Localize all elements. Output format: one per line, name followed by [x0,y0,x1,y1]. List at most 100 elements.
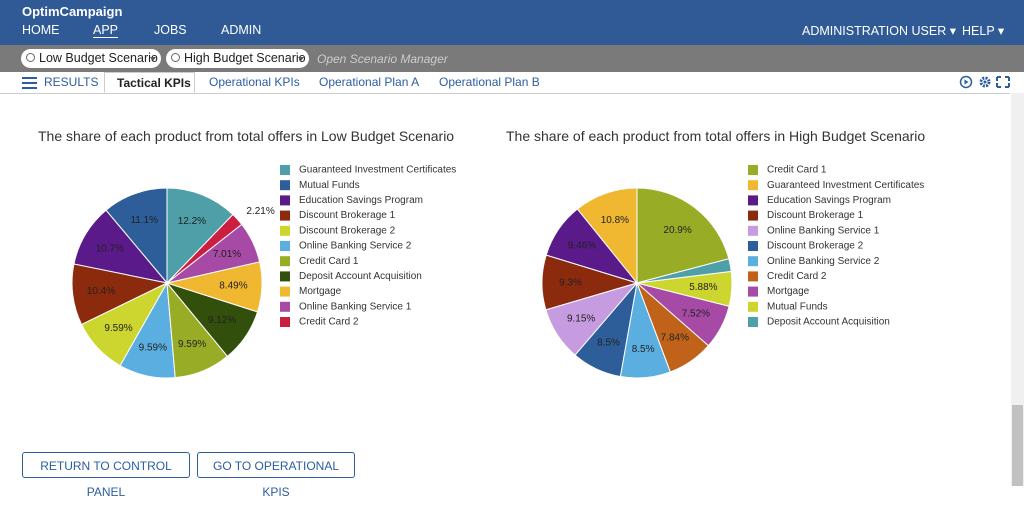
tab-icons[interactable] [959,75,1011,90]
pie-slice [105,187,168,285]
nav-jobs[interactable]: JOBS [154,23,187,37]
pie-slice [636,258,732,284]
legend-label: Mutual Funds [299,180,360,191]
top-bar: OptimCampaign HOME APP JOBS ADMIN ADMINI… [0,0,1024,45]
legend-swatch [280,286,290,297]
legend-swatch [280,241,290,251]
legend-swatch [280,225,290,236]
scenario-select[interactable]: Low Budget Scenario [21,49,161,68]
scenario-label: Low Budget Scenario [39,51,158,65]
app-name: OptimCampaign [22,4,123,19]
legend-swatch [748,225,758,236]
slice-label: 2.21% [246,206,274,217]
legend-label: Education Savings Program [299,195,423,206]
nav-admin[interactable]: ADMIN [221,23,262,37]
slice-label: 9.59% [139,343,167,354]
legend-label: Online Banking Service 1 [767,225,880,236]
legend-label: Mortgage [767,286,810,297]
slice-label: 8.5% [632,344,655,355]
user-menu-label: ADMINISTRATION USER [802,24,947,38]
tab[interactable]: Operational KPIs [209,75,300,89]
legend-swatch [280,180,290,191]
legend-swatch [280,210,290,221]
legend-swatch [748,256,758,267]
user-menu[interactable]: ADMINISTRATION USER ▾ [802,24,956,38]
menu-icon[interactable] [22,77,37,89]
button[interactable]: RETURN TO CONTROL PANEL [22,452,190,499]
legend-swatch [748,210,758,221]
chart-title: The share of each product from total off… [38,128,454,144]
slice-label: 7.84% [661,332,689,343]
slice-label: 12.2% [178,216,206,227]
legend-swatch [280,165,290,175]
legend-swatch [748,195,758,206]
legend-label: Credit Card 2 [767,271,827,282]
legend-label: Deposit Account Acquisition [767,317,890,328]
charts: The share of each product from total off… [38,128,925,379]
pie-slice [166,187,234,285]
help-menu[interactable]: HELP ▾ [962,24,1005,38]
slice-label: 9.12% [208,315,236,326]
slice-label: 9.59% [178,339,206,350]
slice-label: 11.1% [130,215,158,226]
slice-label: 10.8% [601,215,629,226]
legend-label: Online Banking Service 2 [767,256,880,267]
tab[interactable]: Operational Plan A [319,75,420,89]
legend-label: Credit Card 1 [767,165,827,176]
active-tab[interactable]: Tactical KPIs [104,72,195,93]
nav-app[interactable]: APP [93,23,119,38]
legend-label: Discount Brokerage 1 [767,210,864,221]
legend-swatch [280,271,290,282]
slice-label: 9.59% [104,323,132,334]
legend-swatch [748,317,758,327]
legend-label: Credit Card 2 [299,317,359,328]
legend-label: Credit Card 1 [299,256,359,267]
legend-label: Guaranteed Investment Certificates [767,180,924,191]
legend-label: Discount Brokerage 1 [299,210,396,221]
legend-swatch [748,180,758,191]
legend-swatch [280,256,290,267]
button[interactable]: GO TO OPERATIONAL KPIS [197,452,355,499]
slice-label: 7.01% [213,249,241,260]
legend-label: Online Banking Service 1 [299,301,412,312]
legend-label: Deposit Account Acquisition [299,271,422,282]
legend-swatch [748,286,758,297]
pie-slice [636,187,730,284]
results-tab[interactable]: RESULTS [44,75,99,89]
legend-swatch [280,317,290,327]
legend-swatch [748,271,758,282]
pie-slice [166,213,243,284]
legend-label: Online Banking Service 2 [299,241,412,252]
slice-label: 9.15% [567,314,595,325]
legend-label: Discount Brokerage 2 [767,241,864,252]
chart-title: The share of each product from total off… [506,128,925,144]
legend-label: Discount Brokerage 2 [299,225,396,236]
slice-label: 5.88% [689,282,717,293]
slice-label: 10.4% [87,286,115,297]
scrollbar[interactable] [1011,93,1024,486]
legend-swatch [280,301,290,312]
scenario-select[interactable]: High Budget Scenario [166,49,309,68]
slice-label: 8.49% [219,280,247,291]
slice-label: 8.5% [597,338,620,349]
legend-swatch [748,241,758,251]
legend-label: Education Savings Program [767,195,891,206]
tab-bar: RESULTS Tactical KPIs Operational KPIs O… [0,72,1010,94]
slice-label: 9.3% [559,277,582,288]
nav-home[interactable]: HOME [22,23,60,37]
legend-swatch [280,195,290,206]
legend-swatch [748,301,758,312]
legend-label: Mutual Funds [767,301,828,312]
help-menu-label: HELP [962,24,995,38]
legend-label: Guaranteed Investment Certificates [299,165,456,176]
slice-label: 7.52% [682,309,710,320]
slice-label: 9.46% [568,240,596,251]
tab[interactable]: Operational Plan B [439,75,540,89]
scroll-thumb[interactable] [1012,405,1023,486]
slice-label: 20.9% [663,225,691,236]
slice-label: 10.7% [96,244,124,255]
legend-label: Mortgage [299,286,342,297]
legend-swatch [748,165,758,175]
scenario-manager[interactable]: Open Scenario Manager [317,52,448,66]
